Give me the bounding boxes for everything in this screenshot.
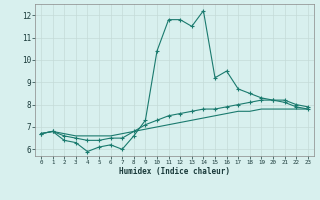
X-axis label: Humidex (Indice chaleur): Humidex (Indice chaleur): [119, 167, 230, 176]
